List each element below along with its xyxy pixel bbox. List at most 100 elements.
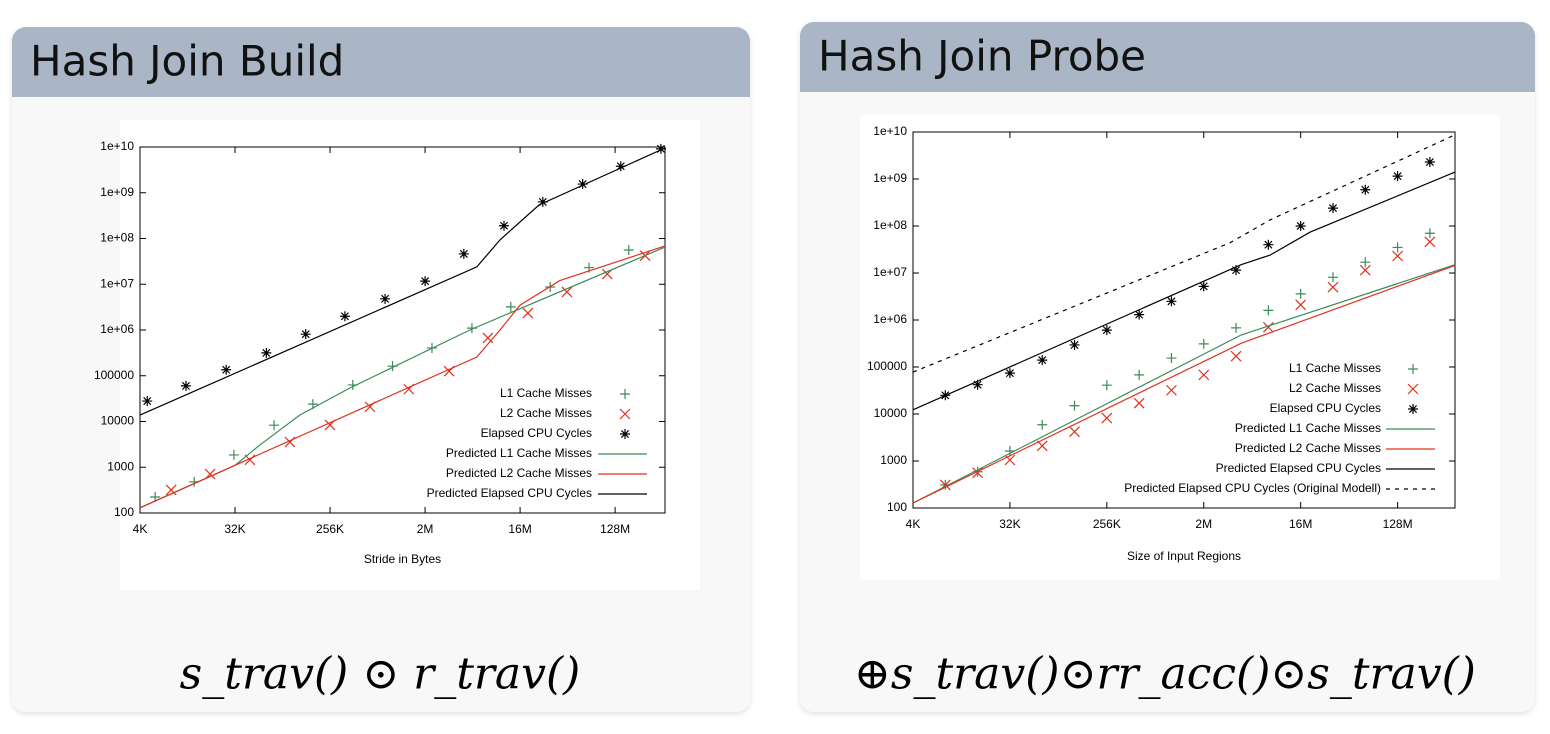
y-tick-label: 1e+07 bbox=[873, 265, 907, 279]
legend-label: Predicted Elapsed CPU Cycles bbox=[1216, 461, 1381, 475]
caption-formula: s_trav() ⊙ r_trav() bbox=[180, 649, 581, 700]
data-point bbox=[1101, 412, 1113, 424]
data-point bbox=[615, 161, 626, 172]
data-point bbox=[1069, 426, 1080, 438]
data-point bbox=[1134, 309, 1145, 320]
legend-label: Predicted L2 Cache Misses bbox=[446, 466, 592, 480]
data-point bbox=[1360, 257, 1371, 268]
data-point bbox=[1263, 305, 1274, 316]
data-point bbox=[1263, 239, 1274, 250]
legend-label: L1 Cache Misses bbox=[1289, 361, 1381, 375]
legend-marker bbox=[619, 408, 631, 420]
data-point bbox=[180, 380, 191, 391]
x-tick-label: 256K bbox=[1093, 517, 1121, 531]
data-point bbox=[505, 301, 516, 312]
series-line bbox=[912, 134, 1456, 373]
data-point bbox=[1424, 236, 1436, 248]
x-axis-label: Size of Input Regions bbox=[1127, 549, 1241, 563]
y-tick-label: 1000 bbox=[880, 453, 907, 467]
legend-marker bbox=[1408, 404, 1418, 414]
legend-marker bbox=[620, 389, 630, 399]
data-point bbox=[1133, 397, 1145, 409]
y-tick-label: 100 bbox=[114, 505, 134, 519]
series-line bbox=[912, 264, 1456, 504]
data-point bbox=[522, 307, 534, 319]
data-point bbox=[1231, 322, 1242, 333]
legend-marker bbox=[1407, 383, 1419, 395]
data-point bbox=[1327, 272, 1338, 283]
y-tick-label: 100 bbox=[887, 500, 907, 514]
legend-label: L2 Cache Misses bbox=[1289, 381, 1381, 395]
legend-marker bbox=[620, 429, 630, 439]
data-point bbox=[420, 276, 431, 287]
x-tick-label: 2M bbox=[417, 522, 434, 536]
y-tick-label: 1e+06 bbox=[873, 312, 907, 326]
data-point bbox=[269, 420, 280, 431]
data-point bbox=[1295, 221, 1306, 231]
x-tick-label: 2M bbox=[1195, 517, 1212, 531]
plot-background bbox=[860, 115, 1500, 580]
data-point bbox=[339, 311, 350, 322]
data-point bbox=[221, 364, 232, 375]
data-point bbox=[1036, 440, 1048, 452]
data-point bbox=[1198, 369, 1210, 381]
data-point bbox=[1166, 296, 1177, 307]
data-point bbox=[482, 332, 494, 344]
data-point bbox=[1069, 400, 1080, 411]
data-point bbox=[1069, 339, 1080, 350]
panel-title: Hash Join Build bbox=[30, 37, 344, 86]
data-point bbox=[1392, 171, 1403, 182]
data-point bbox=[655, 143, 666, 154]
y-tick-label: 100000 bbox=[94, 368, 134, 382]
x-tick-label: 32K bbox=[224, 522, 245, 536]
series-line bbox=[912, 264, 1456, 504]
x-tick-label: 32K bbox=[999, 517, 1020, 531]
panel-header bbox=[12, 27, 750, 97]
data-point bbox=[972, 379, 983, 390]
legend-marker bbox=[1408, 364, 1418, 374]
x-tick-label: 4K bbox=[906, 517, 921, 531]
plot-background bbox=[120, 120, 700, 590]
series-line bbox=[139, 245, 666, 509]
data-point bbox=[1327, 281, 1339, 293]
x-axis-label: Stride in Bytes bbox=[364, 552, 441, 566]
data-point bbox=[458, 248, 469, 259]
data-point bbox=[1262, 321, 1274, 333]
y-tick-label: 10000 bbox=[874, 406, 908, 420]
data-point bbox=[1424, 228, 1435, 239]
y-tick-label: 1e+10 bbox=[873, 124, 907, 138]
x-tick-label: 128M bbox=[600, 522, 630, 536]
data-point bbox=[261, 347, 272, 358]
data-point bbox=[150, 491, 161, 502]
y-tick-label: 1e+10 bbox=[100, 139, 134, 153]
data-point bbox=[228, 449, 239, 460]
x-tick-label: 256K bbox=[316, 522, 344, 536]
data-point bbox=[1359, 264, 1371, 276]
legend-label: Predicted L1 Cache Misses bbox=[446, 446, 592, 460]
legend-label: Predicted Elapsed CPU Cycles bbox=[427, 486, 592, 500]
y-tick-label: 1e+06 bbox=[100, 322, 134, 336]
data-point bbox=[537, 196, 548, 207]
data-point bbox=[1424, 156, 1435, 167]
legend-label: L1 Cache Misses bbox=[500, 386, 592, 400]
data-point bbox=[1327, 203, 1338, 214]
data-point bbox=[1134, 369, 1145, 380]
data-point bbox=[1004, 454, 1016, 466]
series-line bbox=[139, 147, 666, 416]
y-tick-label: 1e+09 bbox=[100, 185, 134, 199]
legend-label: Elapsed CPU Cycles bbox=[481, 426, 592, 440]
y-tick-label: 1e+08 bbox=[100, 231, 134, 245]
data-point bbox=[1166, 384, 1177, 396]
panel-header bbox=[800, 22, 1535, 92]
data-point bbox=[165, 484, 177, 496]
y-tick-label: 1e+09 bbox=[873, 171, 907, 185]
x-tick-label: 16M bbox=[1289, 517, 1312, 531]
data-point bbox=[499, 220, 509, 231]
data-point bbox=[1166, 353, 1177, 364]
legend-label: Predicted L2 Cache Misses bbox=[1235, 441, 1381, 455]
legend-label: L2 Cache Misses bbox=[500, 406, 592, 420]
y-tick-label: 1e+08 bbox=[873, 218, 907, 232]
y-tick-label: 1000 bbox=[107, 459, 134, 473]
data-point bbox=[1230, 350, 1242, 362]
